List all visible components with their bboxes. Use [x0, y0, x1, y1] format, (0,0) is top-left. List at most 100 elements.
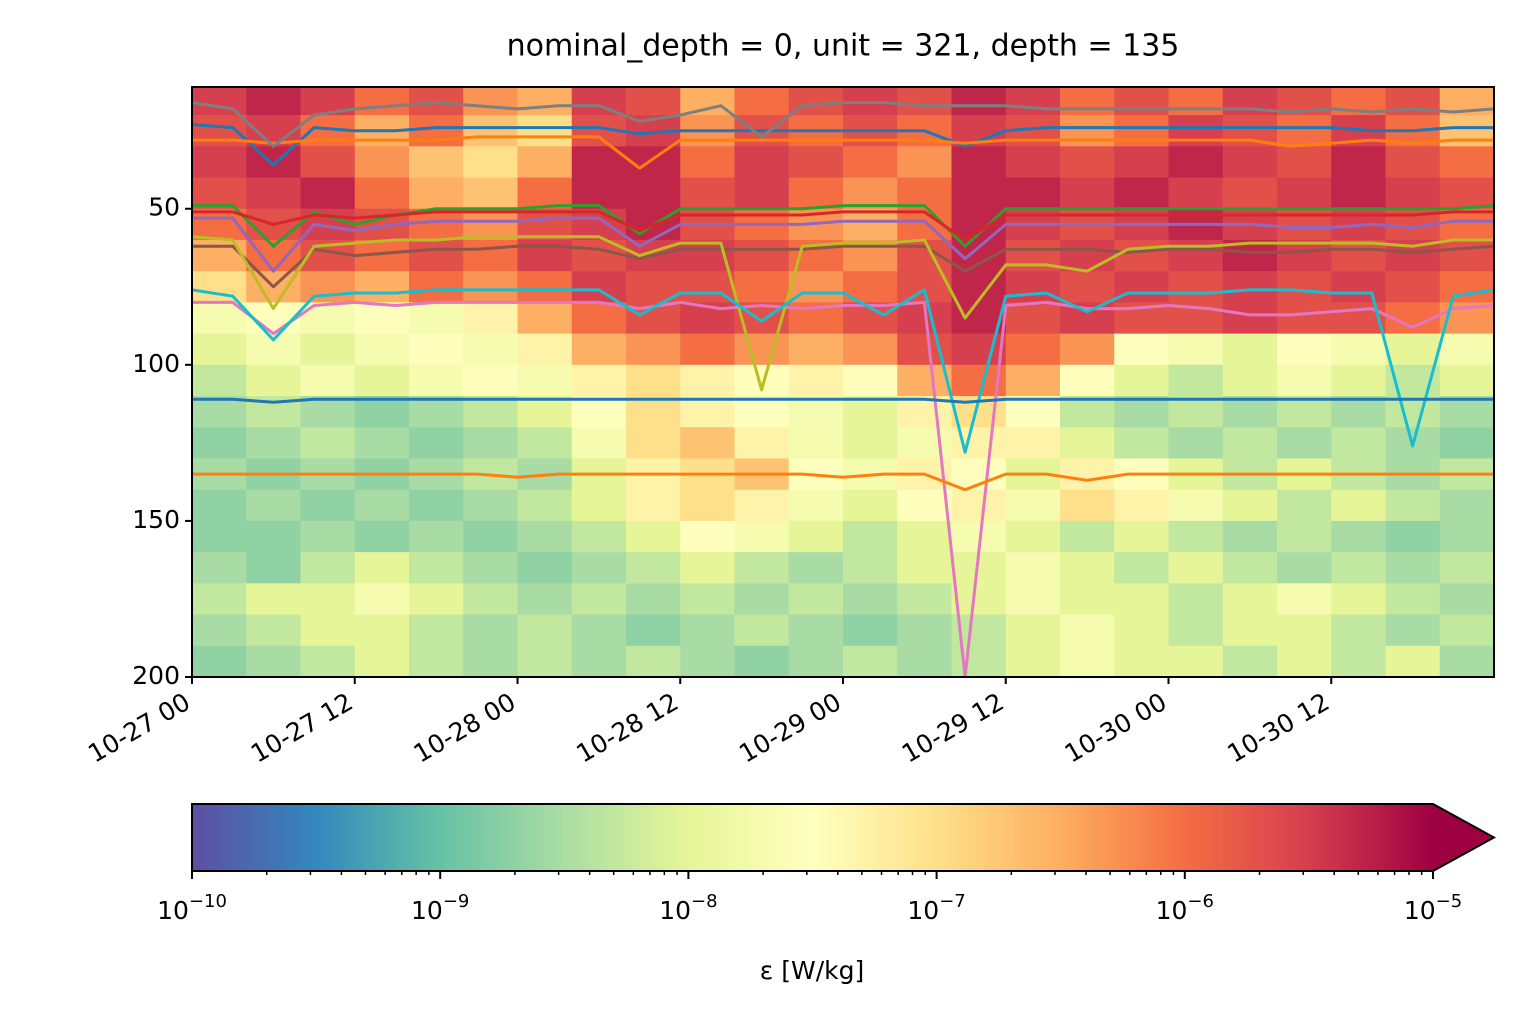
heatmap-cell [1222, 520, 1278, 553]
heatmap-cell [246, 427, 301, 459]
heatmap-cell [1114, 115, 1169, 147]
heatmap-cell [1222, 146, 1278, 179]
chart-title: nominal_depth = 0, unit = 321, depth = 1… [507, 29, 1180, 64]
heatmap-cell [1277, 396, 1332, 428]
heatmap-cell [571, 427, 627, 459]
heatmap-cell [1439, 520, 1494, 553]
tick-exponent: −8 [691, 891, 718, 912]
heatmap-cell [1060, 552, 1115, 584]
heatmap-cell [246, 489, 301, 522]
heatmap-cell [1114, 427, 1169, 459]
heatmap-cell [1005, 614, 1061, 647]
depth-line [192, 210, 1494, 242]
heatmap-cell [1168, 427, 1224, 459]
x-tick-label: 10-29 12 [897, 687, 1009, 768]
heatmap-cell [192, 583, 247, 616]
heatmap-cell [1277, 364, 1332, 397]
heatmap-cell [1114, 177, 1169, 210]
heatmap-cell [1277, 333, 1332, 366]
heatmap-cell [1060, 583, 1115, 616]
heatmap-cell [1168, 583, 1224, 616]
heatmap-cell [1005, 302, 1061, 335]
heatmap-cell [680, 333, 735, 366]
heatmap-cell [897, 583, 952, 616]
heatmap-cell [1222, 645, 1278, 677]
heatmap-cell [788, 552, 844, 584]
heatmap-cell [1222, 396, 1278, 428]
heatmap-cell [571, 271, 627, 303]
heatmap-cell [1277, 427, 1332, 459]
heatmap-cell [626, 177, 681, 210]
heatmap-cell [788, 396, 844, 428]
heatmap-cell [1277, 271, 1332, 303]
heatmap-cell [517, 552, 573, 584]
heatmap-cell [680, 645, 735, 677]
heatmap-cell [788, 146, 844, 179]
heatmap-cell [192, 552, 247, 584]
heatmap-cell [354, 177, 410, 210]
heatmap-cell [192, 177, 247, 210]
heatmap-cell [626, 645, 681, 677]
heatmap-cell [300, 302, 356, 335]
heatmap-cell [246, 87, 301, 116]
heatmap-cell [897, 87, 952, 116]
heatmap-cell [354, 87, 410, 116]
heatmap-cell [1168, 364, 1224, 397]
heatmap-cell [1222, 177, 1278, 210]
heatmap-cell [517, 333, 573, 366]
heatmap-cell [1005, 364, 1061, 397]
heatmap-cell [517, 146, 573, 179]
heatmap-cell [1439, 614, 1494, 647]
heatmap-cell [626, 427, 681, 459]
heatmap-cell [734, 87, 790, 116]
heatmap-cell [843, 396, 898, 428]
heatmap-cell [951, 177, 1007, 210]
y-tick-label: 150 [132, 505, 180, 534]
heatmap-cell [843, 489, 898, 522]
heatmap-cell [409, 489, 464, 522]
heatmap-cell [409, 520, 464, 553]
heatmap-cell [463, 520, 518, 553]
heatmap-cell [517, 177, 573, 210]
heatmap-cell [1385, 146, 1441, 179]
heatmap-cell [1114, 520, 1169, 553]
heatmap-cell [1005, 396, 1061, 428]
heatmap-cell [1331, 552, 1386, 584]
heatmap-cell [1168, 333, 1224, 366]
depth-line [192, 472, 1494, 492]
heatmap-cell [517, 489, 573, 522]
heatmap-cell [463, 302, 518, 335]
heatmap-cell [1385, 177, 1441, 210]
heatmap-cell [843, 333, 898, 366]
heatmap-cell [1114, 364, 1169, 397]
heatmap-cell [626, 146, 681, 179]
heatmap-cell [1331, 396, 1386, 428]
heatmap-cell [1277, 583, 1332, 616]
heatmap-cell [788, 364, 844, 397]
heatmap-cell [734, 177, 790, 210]
heatmap-cell [734, 146, 790, 179]
heatmap-cell [246, 364, 301, 397]
heatmap-cell [1168, 489, 1224, 522]
heatmap-cell [1114, 87, 1169, 116]
heatmap-cell [843, 645, 898, 677]
heatmap-cell [1439, 333, 1494, 366]
heatmap-cell [409, 271, 464, 303]
heatmap-cell [1439, 396, 1494, 428]
heatmap-cell [571, 87, 627, 116]
heatmap-cell [300, 427, 356, 459]
heatmap-cell [1385, 645, 1441, 677]
heatmap-cell [300, 520, 356, 553]
heatmap-cell [246, 146, 301, 179]
heatmap-cell [1005, 271, 1061, 303]
heatmap-cell [951, 333, 1007, 366]
heatmap-cell [354, 271, 410, 303]
heatmap-cell [300, 364, 356, 397]
heatmap-cell [1114, 271, 1169, 303]
heatmap-cell [1222, 614, 1278, 647]
heatmap-cell [571, 364, 627, 397]
depth-line [192, 101, 1494, 148]
heatmap-cell [571, 614, 627, 647]
heatmap-cell [897, 520, 952, 553]
heatmap-cell [517, 302, 573, 335]
